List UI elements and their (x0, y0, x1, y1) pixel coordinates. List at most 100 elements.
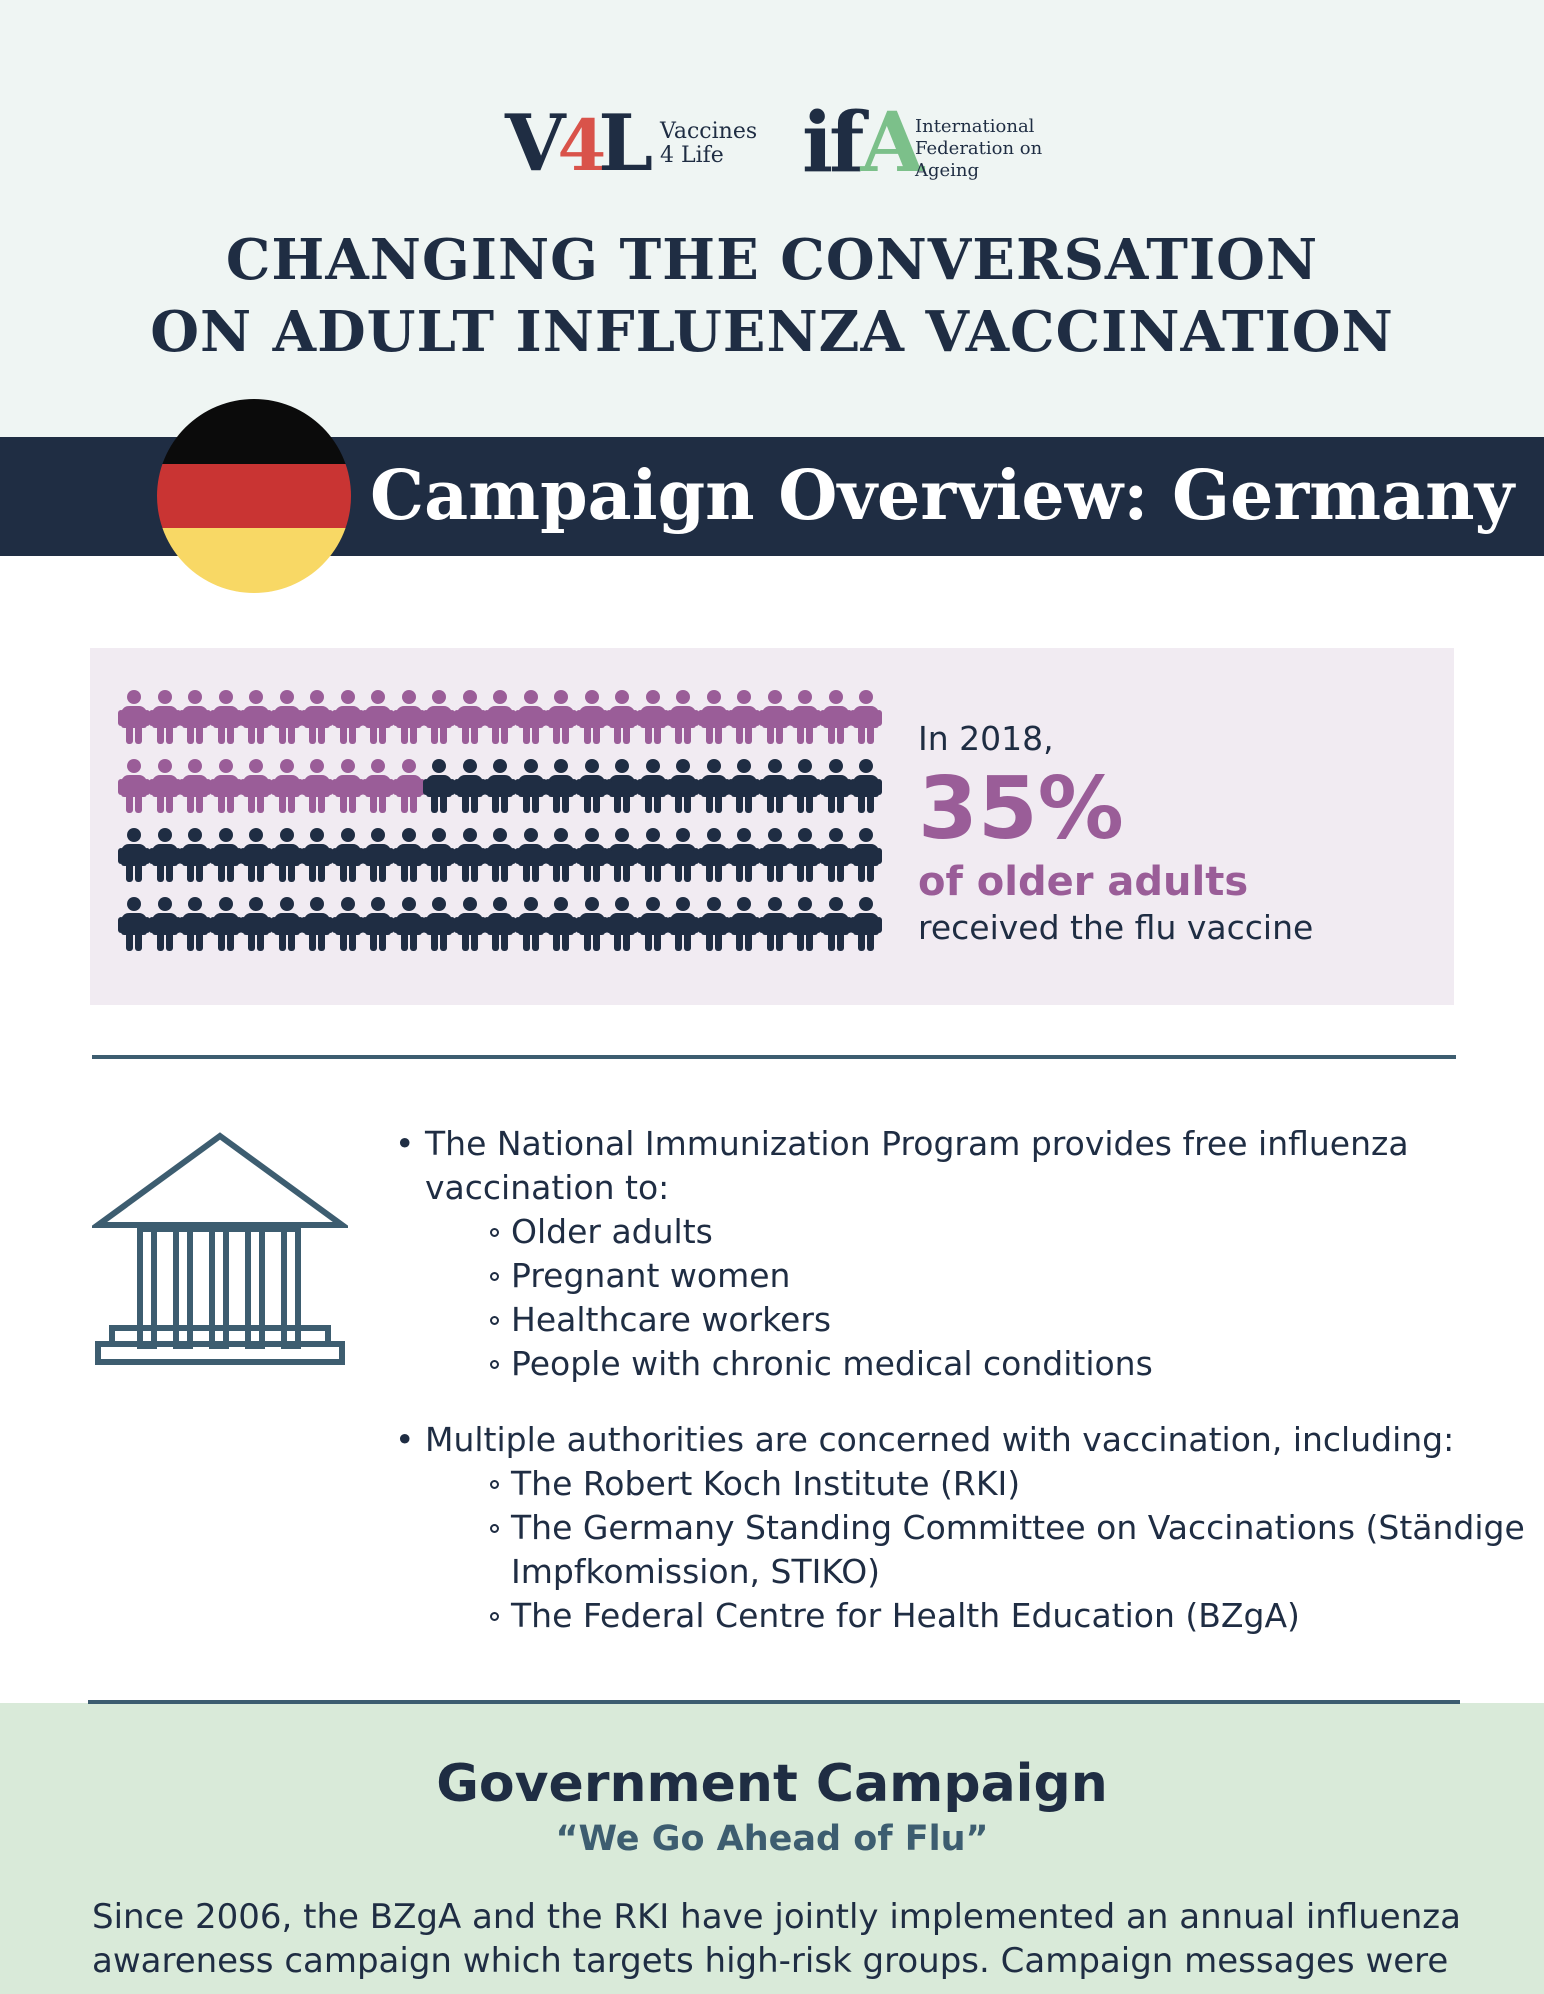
person-icon (545, 690, 577, 746)
person-icon (819, 690, 852, 746)
person-icon (392, 759, 425, 815)
person-icon (179, 828, 211, 884)
person-icon (545, 759, 577, 815)
person-icon (453, 690, 486, 746)
person-icon (545, 828, 577, 884)
person-icon (667, 828, 699, 884)
person-icon (575, 759, 608, 815)
person-icon (606, 828, 638, 884)
list-item: Pregnant women (425, 1254, 1525, 1298)
person-icon (270, 828, 303, 884)
list-item: Older adults (425, 1210, 1525, 1254)
person-icon (362, 897, 394, 953)
person-icon (270, 759, 303, 815)
person-icon (331, 759, 364, 815)
person-icon (453, 897, 486, 953)
person-icon (270, 897, 303, 953)
person-icon (819, 897, 852, 953)
list-item: The Robert Koch Institute (RKI) (425, 1462, 1525, 1506)
person-icon (148, 690, 181, 746)
person-icon (209, 690, 242, 746)
banner-title: Campaign Overview: Germany (370, 456, 1515, 536)
person-icon (240, 690, 272, 746)
person-icon (240, 759, 272, 815)
person-icon (423, 897, 455, 953)
section-divider (88, 1700, 1460, 1704)
person-icon (575, 828, 608, 884)
person-icon (789, 897, 821, 953)
vaccination-stat-panel: In 2018, 35% of older adults received th… (90, 648, 1454, 1005)
people-pictogram (118, 690, 888, 962)
person-icon (209, 759, 242, 815)
person-icon (850, 759, 882, 815)
government-campaign-section (0, 1703, 1544, 1994)
person-icon (728, 897, 760, 953)
person-icon (514, 690, 547, 746)
vaccines-4-life-wordmark: Vaccines 4 Life (660, 119, 758, 168)
person-icon (514, 897, 547, 953)
person-icon (484, 828, 516, 884)
person-icon (392, 897, 425, 953)
person-icon (636, 759, 669, 815)
person-icon (758, 690, 791, 746)
person-icon (362, 759, 394, 815)
bullet-immunization-program: The National Immunization Program provid… (395, 1122, 1525, 1386)
person-icon (362, 828, 394, 884)
list-item: People with chronic medical conditions (425, 1342, 1525, 1386)
person-icon (758, 828, 791, 884)
person-icon (362, 690, 394, 746)
person-icon (270, 690, 303, 746)
person-icon (148, 828, 181, 884)
ifa-logo: ifA (802, 95, 924, 191)
person-icon (667, 759, 699, 815)
section-divider (92, 1055, 1456, 1059)
person-icon (423, 759, 455, 815)
list-item: The Germany Standing Committee on Vaccin… (425, 1506, 1525, 1594)
person-icon (850, 828, 882, 884)
person-icon (789, 759, 821, 815)
person-icon (331, 690, 364, 746)
person-icon (789, 690, 821, 746)
person-icon (606, 759, 638, 815)
government-campaign-title: Government Campaign (436, 1754, 1108, 1814)
campaign-slogan: “We Go Ahead of Flu” (555, 1819, 989, 1859)
flag-stripe-red (157, 463, 351, 529)
vaccines-4-life-logo: V4L (505, 98, 653, 189)
logo-row: V4L Vaccines 4 Life ifA International Fe… (0, 98, 1544, 198)
person-icon (148, 897, 181, 953)
header-band (0, 0, 1544, 437)
stat-percent: 35% (918, 759, 1124, 859)
person-icon (179, 759, 211, 815)
person-icon (392, 828, 425, 884)
person-icon (636, 690, 669, 746)
person-icon (697, 828, 730, 884)
person-icon (148, 759, 181, 815)
person-icon (240, 897, 272, 953)
person-icon (636, 897, 669, 953)
person-icon (423, 828, 455, 884)
person-icon (484, 759, 516, 815)
flag-stripe-gold (157, 528, 351, 593)
person-icon (118, 759, 150, 815)
person-icon (301, 759, 333, 815)
germany-flag-icon (157, 399, 351, 593)
campaign-description: Since 2006, the BZgA and the RKI have jo… (92, 1897, 1461, 1981)
person-icon (697, 690, 730, 746)
person-icon (850, 897, 882, 953)
person-icon (545, 897, 577, 953)
person-icon (301, 828, 333, 884)
page-title: CHANGING THE CONVERSATION ON ADULT INFLU… (150, 227, 1394, 365)
person-icon (575, 897, 608, 953)
stat-tail: received the flu vaccine (918, 908, 1314, 947)
covered-groups-list: Older adults Pregnant women Healthcare w… (425, 1210, 1525, 1386)
person-icon (514, 759, 547, 815)
person-icon (697, 897, 730, 953)
person-icon (179, 690, 211, 746)
person-icon (758, 897, 791, 953)
person-icon (514, 828, 547, 884)
person-icon (819, 759, 852, 815)
person-icon (636, 828, 669, 884)
program-bullets: The National Immunization Program provid… (395, 1122, 1525, 1638)
person-icon (331, 897, 364, 953)
person-icon (819, 828, 852, 884)
